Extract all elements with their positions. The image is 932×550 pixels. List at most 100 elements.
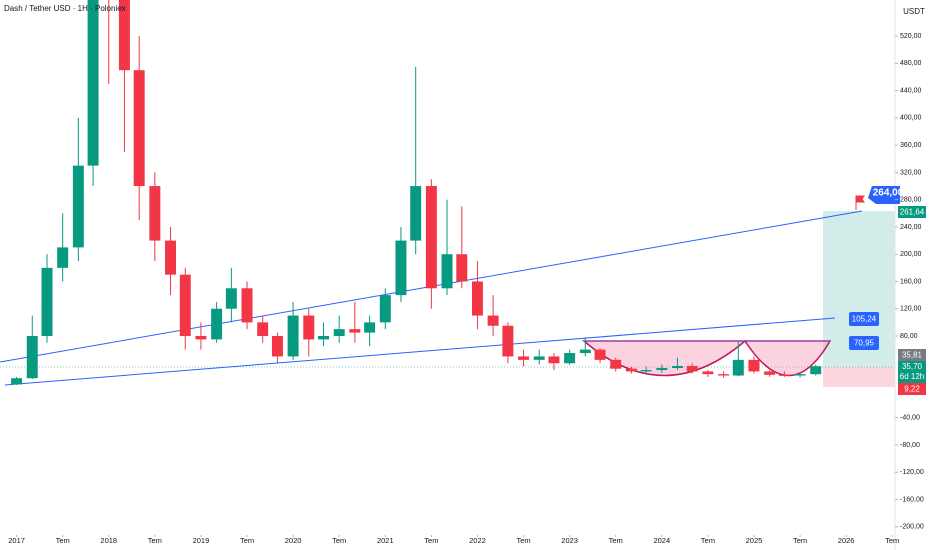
candle-body: [364, 322, 376, 333]
candle-body: [778, 374, 790, 376]
candle-body: [257, 322, 269, 336]
candle-body: [518, 356, 530, 360]
candle-body: [794, 374, 806, 376]
candle-body: [456, 254, 468, 282]
x-tick-label: 2022: [469, 536, 486, 545]
x-tick-label: Tem: [701, 536, 715, 545]
countdown-label: 6d 12h: [900, 372, 924, 381]
x-tick-label: Tem: [885, 536, 899, 545]
chart-title: Dash / Tether USD · 1H · Poloniex: [4, 4, 126, 13]
candle-body: [533, 356, 545, 360]
x-tick-label: Tem: [148, 536, 162, 545]
candle-body: [271, 335, 283, 357]
flag-icon: [855, 195, 865, 210]
price-tag-label: 35,70: [902, 362, 923, 371]
candle-body: [165, 240, 177, 275]
y-tick-label: 400,00: [900, 115, 922, 122]
loss-zone: [823, 367, 895, 387]
y-tick-label: 360,00: [900, 142, 922, 149]
y-tick-label: 240,00: [900, 224, 922, 231]
trendline: [4, 317, 836, 386]
x-tick-label: Tem: [609, 536, 623, 545]
price-tag-label: 35,81: [902, 351, 923, 360]
candle-body: [149, 186, 161, 241]
price-tag-label: 9,22: [904, 385, 920, 394]
candle-body: [425, 186, 437, 289]
candle-body: [287, 315, 299, 357]
candle-body: [748, 359, 760, 372]
candle-body: [87, 0, 99, 166]
candle-body: [579, 349, 591, 354]
x-tick-label: Tem: [424, 536, 438, 545]
x-tick-label: 2026: [838, 536, 855, 545]
candle-body: [471, 281, 483, 316]
x-tick-label: 2023: [561, 536, 578, 545]
candle-body: [732, 359, 744, 376]
x-tick-label: 2018: [100, 536, 117, 545]
candle-body: [118, 0, 130, 71]
y-tick-label: 520,00: [900, 33, 922, 40]
candle-body: [395, 240, 407, 296]
y-tick-label: 280,00: [900, 197, 922, 204]
candle-body: [318, 335, 330, 340]
y-tick-label: 80,00: [900, 333, 918, 340]
x-tick-label: Tem: [240, 536, 254, 545]
candle-body: [810, 366, 822, 375]
price-tag: [898, 349, 926, 361]
y-tick-label: -80,00: [900, 442, 920, 449]
x-tick-label: 2024: [653, 536, 670, 545]
price-tag-label: 261,64: [900, 208, 925, 217]
x-tick-label: 2020: [285, 536, 302, 545]
price-tag: [898, 361, 926, 383]
x-tick-label: Tem: [332, 536, 346, 545]
candle-body: [211, 308, 223, 340]
plot-area: [0, 0, 895, 387]
candle-body: [564, 353, 576, 364]
candle-body: [333, 329, 345, 336]
x-tick-label: 2019: [193, 536, 210, 545]
candle-body: [72, 165, 84, 248]
x-tick-label: 2021: [377, 536, 394, 545]
y-tick-label: -160,00: [900, 496, 924, 503]
candle-body: [195, 335, 207, 340]
y-tick-label: -120,00: [900, 469, 924, 476]
candle-body: [625, 368, 637, 372]
candle-body: [303, 315, 315, 340]
y-tick-label: -40,00: [900, 415, 920, 422]
candle-body: [656, 368, 668, 371]
annotation-label: 264,00: [873, 188, 904, 199]
annotation-box: [849, 336, 879, 350]
x-tick-label: Tem: [516, 536, 530, 545]
x-tick-label: Tem: [793, 536, 807, 545]
candle-body: [487, 315, 499, 326]
candle-body: [548, 356, 560, 364]
candle-body: [610, 359, 622, 369]
candle-body: [11, 378, 23, 385]
price-tag: [898, 383, 926, 395]
x-tick-label: 2025: [746, 536, 763, 545]
annotation-box: [849, 312, 879, 326]
candle-body: [410, 186, 422, 241]
annotation-label: 105,24: [852, 315, 877, 324]
annotation-callout: [868, 186, 900, 204]
y-tick-label: 200,00: [900, 251, 922, 258]
y-tick-label: -200,00: [900, 524, 924, 531]
candle-body: [241, 288, 253, 323]
candle-body: [441, 254, 453, 289]
candle-body: [225, 288, 237, 309]
candle-body: [686, 365, 698, 372]
candle-body: [594, 349, 606, 360]
candle-body: [57, 247, 69, 268]
candle-body: [671, 365, 683, 369]
annotation-label: 70,95: [854, 339, 875, 348]
candle-body: [379, 295, 391, 323]
candle-body: [133, 70, 145, 187]
candle-body: [640, 370, 652, 372]
x-tick-label: Tem: [56, 536, 70, 545]
candle-body: [26, 335, 38, 379]
price-tag: [898, 206, 926, 218]
handle: [743, 340, 832, 377]
y-tick-label: 480,00: [900, 60, 922, 67]
candle-body: [718, 374, 730, 376]
